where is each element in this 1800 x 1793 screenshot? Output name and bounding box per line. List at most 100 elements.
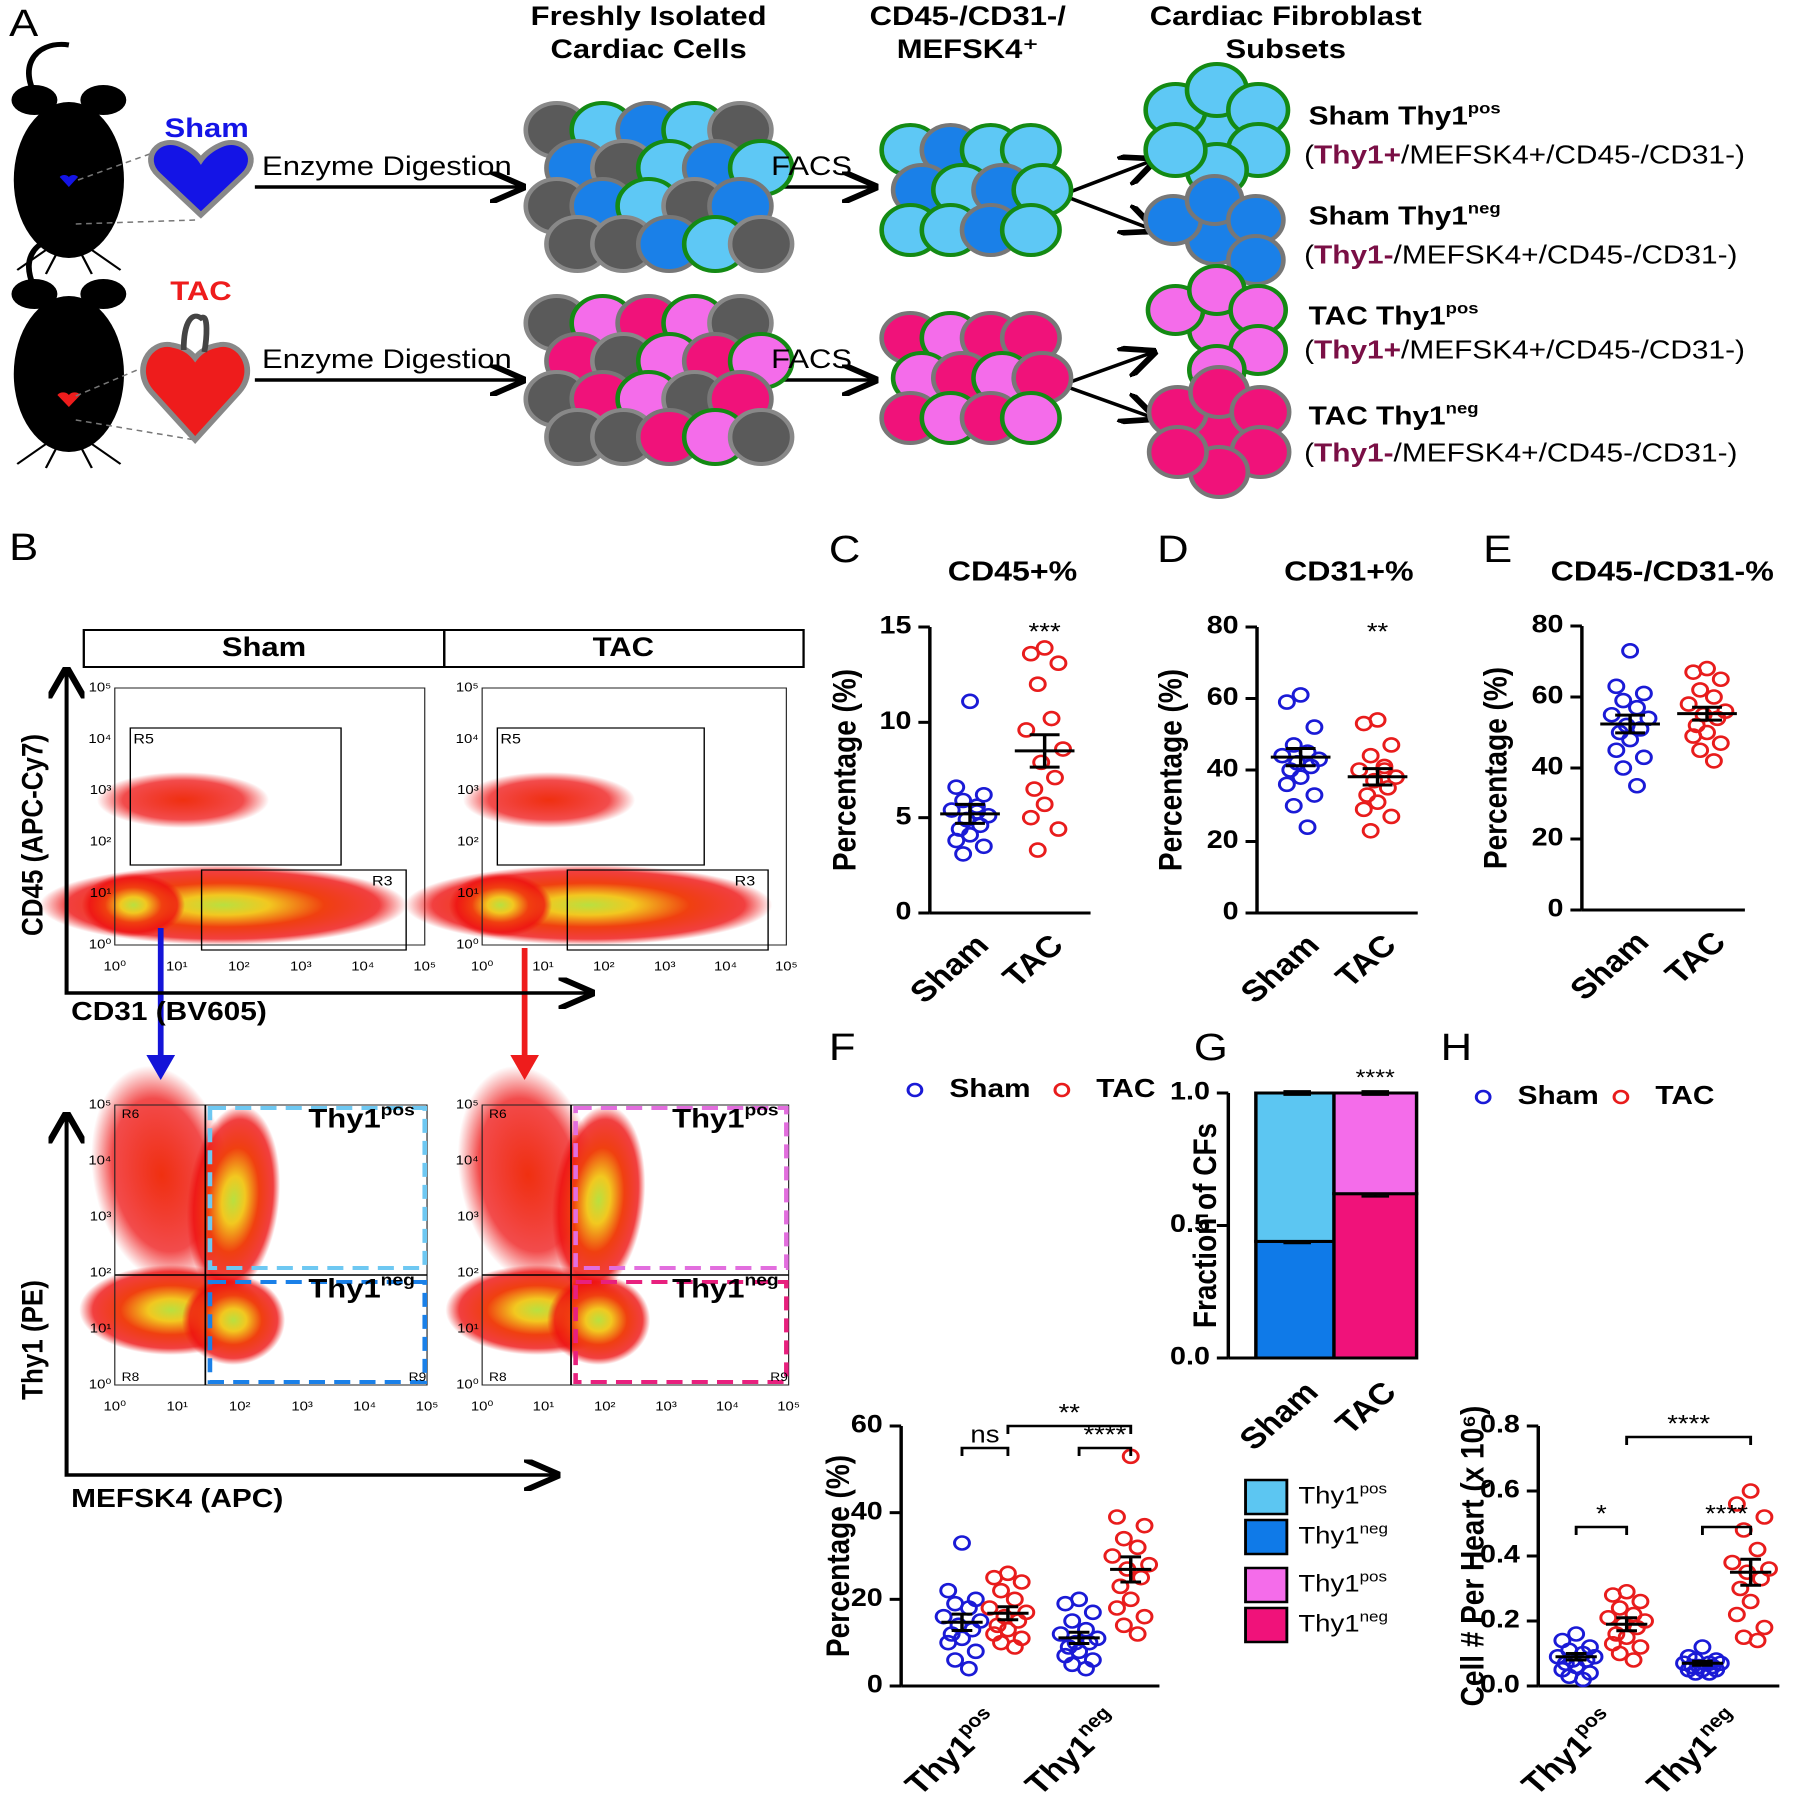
flow-tick-label: 10² bbox=[457, 1264, 479, 1279]
y-tick-label: 1.0 bbox=[1170, 1077, 1210, 1105]
x-tick-label: Sham bbox=[1562, 925, 1655, 1006]
data-point bbox=[1035, 796, 1054, 813]
flow-tick-label: 10⁵ bbox=[413, 958, 436, 973]
flow-tick-label: 10⁴ bbox=[88, 1152, 111, 1167]
y-tick-label: 60 bbox=[851, 1410, 883, 1438]
data-point bbox=[966, 1643, 985, 1660]
flow-density bbox=[81, 873, 186, 937]
cell-clusters bbox=[523, 62, 1292, 499]
gate-label: R9 bbox=[409, 1370, 427, 1384]
significance-bracket bbox=[1625, 1435, 1753, 1445]
flow-tick-label: 10² bbox=[593, 958, 615, 973]
flow-axis-label: CD45 (APC-Cy7) bbox=[16, 734, 49, 936]
legend-label: TAC bbox=[1096, 1074, 1155, 1103]
flow-header bbox=[82, 629, 805, 668]
text-part: Thy1 bbox=[308, 1274, 380, 1304]
text-part: /MEFSK4+/CD45-/CD31-) bbox=[1394, 241, 1738, 270]
data-point bbox=[1358, 787, 1377, 803]
data-point bbox=[1378, 780, 1397, 796]
legend-label: Thy1neg bbox=[1298, 1521, 1388, 1549]
y-tick-label: 0 bbox=[1223, 897, 1239, 925]
data-point bbox=[1614, 692, 1633, 709]
data-point bbox=[1679, 696, 1698, 712]
data-point bbox=[1603, 1587, 1622, 1603]
text-part: Thy1 bbox=[672, 1104, 744, 1134]
zoom-lines bbox=[75, 149, 196, 441]
data-point bbox=[1114, 1530, 1133, 1547]
significance-bracket bbox=[1574, 1525, 1629, 1535]
y-tick-label: 0.8 bbox=[1480, 1410, 1520, 1438]
heart-icon bbox=[140, 342, 251, 445]
mouse-icon bbox=[11, 235, 127, 469]
x-tick-label: TAC bbox=[995, 928, 1070, 994]
panel-letters: A B C D E F G H bbox=[9, 2, 1512, 1069]
significance: **** bbox=[1356, 1066, 1395, 1090]
y-tick-label: 15 bbox=[880, 611, 912, 639]
data-point bbox=[946, 1652, 965, 1668]
flow-tick-label: 10¹ bbox=[533, 1398, 555, 1413]
flow-density bbox=[546, 1275, 651, 1365]
legend-label: Sham bbox=[949, 1074, 1030, 1103]
text-part: Thy1- bbox=[1314, 241, 1394, 270]
data-point bbox=[939, 1634, 958, 1651]
chart-title: CD31+% bbox=[1284, 556, 1413, 587]
significance-bracket bbox=[1077, 1446, 1133, 1456]
text-part: TAC Thy1 bbox=[1309, 302, 1446, 331]
flow-tick-label: 10³ bbox=[291, 1398, 313, 1413]
x-tick-label: TAC bbox=[1328, 1375, 1403, 1441]
data-point bbox=[1599, 1609, 1618, 1626]
data-point bbox=[1704, 753, 1723, 769]
data-point bbox=[1748, 1632, 1767, 1649]
group-label: TAC bbox=[170, 277, 231, 307]
cell bbox=[1146, 425, 1209, 479]
data-point bbox=[1049, 821, 1068, 837]
panel-letter: G bbox=[1194, 1026, 1228, 1069]
bar-segment bbox=[1254, 1239, 1341, 1360]
panel-letter: B bbox=[9, 526, 38, 569]
legend-label: TAC bbox=[1655, 1081, 1714, 1110]
bar-segment bbox=[1254, 1091, 1341, 1243]
flow-column-label: Sham bbox=[222, 633, 306, 663]
gate-label: R3 bbox=[735, 874, 756, 890]
data-point bbox=[1063, 1613, 1082, 1629]
text-part: TAC bbox=[1328, 1375, 1403, 1441]
data-point bbox=[1368, 794, 1387, 810]
flow-tick-label: 10³ bbox=[90, 782, 112, 797]
text-part: TAC Thy1 bbox=[1309, 402, 1446, 431]
y-tick-label: 0.0 bbox=[1170, 1342, 1210, 1370]
data-point bbox=[1614, 760, 1633, 776]
flow-density bbox=[448, 873, 553, 937]
gate-label: R5 bbox=[500, 732, 521, 748]
flow-tick-label: 10² bbox=[457, 834, 479, 849]
data-point bbox=[1361, 747, 1380, 764]
data-point bbox=[1610, 1600, 1629, 1616]
data-point bbox=[1025, 781, 1044, 797]
subset-markers: (Thy1-/MEFSK4+/CD45-/CD31-) bbox=[1304, 439, 1737, 468]
y-tick-label: 5 bbox=[896, 802, 912, 830]
panel-letter: F bbox=[829, 1026, 856, 1069]
gate-label: R8 bbox=[122, 1370, 140, 1384]
flow-tick-label: 10¹ bbox=[532, 958, 554, 973]
gate-label: R6 bbox=[122, 1107, 140, 1121]
flow-axes bbox=[67, 670, 592, 1475]
text-part: TAC bbox=[1328, 928, 1403, 994]
legend-swatch bbox=[1244, 1566, 1289, 1604]
y-tick-label: 20 bbox=[851, 1584, 883, 1612]
text-part: pos bbox=[1468, 98, 1501, 117]
data-point bbox=[985, 1569, 1004, 1586]
group-label: Sham bbox=[164, 114, 248, 144]
text-part: TAC bbox=[995, 928, 1070, 994]
column-header: Cardiac Fibroblast bbox=[1150, 2, 1422, 32]
bar-segment bbox=[1332, 1091, 1419, 1196]
data-point bbox=[1291, 687, 1310, 703]
data-point bbox=[1059, 1639, 1078, 1655]
gate-label: R5 bbox=[133, 732, 154, 748]
data-point bbox=[1277, 776, 1296, 793]
cell bbox=[999, 391, 1062, 445]
data-point bbox=[992, 1582, 1010, 1599]
data-point bbox=[1693, 1639, 1712, 1655]
data-point bbox=[1631, 721, 1650, 737]
text-part: Sham Thy1 bbox=[1309, 202, 1468, 231]
